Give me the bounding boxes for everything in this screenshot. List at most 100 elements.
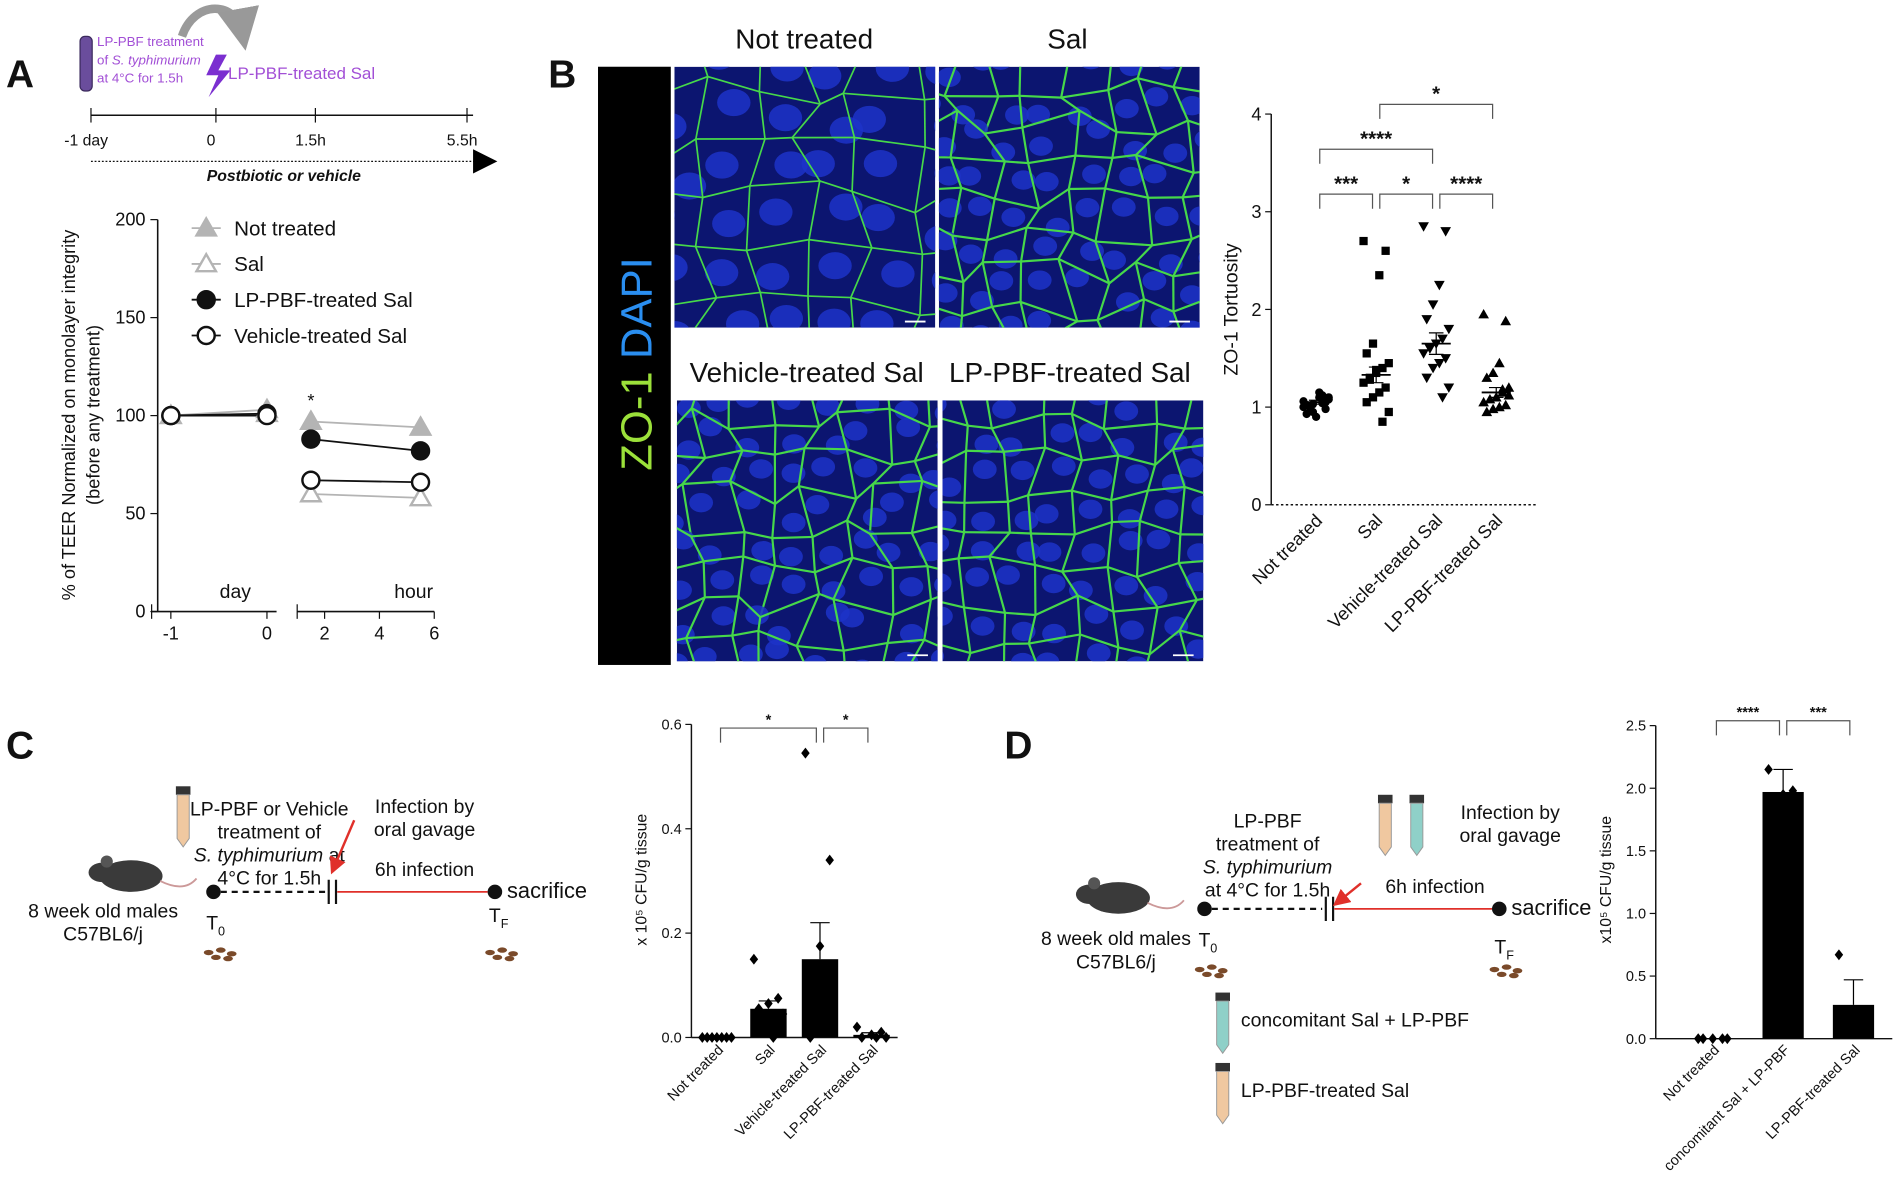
duration-label: 6h infection (375, 859, 474, 881)
junction (814, 556, 853, 574)
y-tick-label: 150 (115, 308, 145, 328)
point (1440, 354, 1452, 364)
dropping (211, 954, 221, 961)
start-time-main: T (206, 912, 218, 934)
junction (791, 137, 821, 182)
nucleus (1034, 504, 1059, 524)
significance: *** (1810, 705, 1827, 721)
point (1384, 407, 1393, 417)
significance: * (843, 712, 849, 728)
junction (690, 535, 705, 562)
junction (742, 532, 746, 557)
nucleus (829, 193, 863, 221)
junction (703, 66, 709, 77)
junction (842, 650, 846, 662)
mouse-head (88, 862, 116, 883)
junction (924, 97, 936, 101)
junction (685, 637, 696, 662)
junction (690, 407, 707, 459)
junction (1118, 454, 1156, 466)
y-tick-label: 0 (1251, 495, 1261, 515)
legend-label: Not treated (234, 217, 336, 240)
point (1315, 388, 1324, 397)
tube-cap (1215, 1062, 1230, 1072)
junction (1061, 571, 1079, 597)
junction (676, 407, 693, 426)
junction (985, 400, 993, 429)
junction (963, 606, 1006, 614)
significance: **** (1450, 173, 1482, 196)
dropping (1194, 966, 1205, 973)
junction (1075, 154, 1113, 159)
junction (923, 638, 938, 647)
nucleus (942, 651, 945, 662)
junction (1147, 485, 1185, 492)
nucleus (1119, 66, 1144, 77)
junction (1060, 96, 1081, 112)
junction (745, 185, 751, 251)
vial (79, 35, 93, 92)
junction (1135, 153, 1195, 174)
junction (981, 240, 989, 263)
junction (1019, 227, 1028, 262)
nucleus (1146, 529, 1171, 550)
y-tick-label: 50 (125, 504, 145, 524)
junction (674, 193, 703, 199)
point (1359, 236, 1368, 246)
nucleus (974, 434, 999, 455)
junction (731, 596, 740, 636)
point (1437, 393, 1448, 403)
junction (842, 93, 856, 138)
junction (1139, 519, 1181, 536)
nucleus (674, 211, 676, 219)
nucleus (972, 325, 989, 328)
point (881, 1032, 891, 1043)
mouse-tail (1147, 899, 1185, 910)
marker (301, 470, 321, 490)
junction (986, 226, 1027, 242)
junction (845, 520, 854, 558)
junction (1111, 519, 1140, 524)
nucleus (781, 512, 806, 533)
nucleus (1125, 464, 1149, 484)
mouse-ear (1088, 877, 1101, 890)
dropping (1496, 971, 1507, 978)
junction (695, 76, 709, 140)
junction (1157, 598, 1198, 609)
treatment-note-run: S. typhimurium (112, 52, 201, 67)
junction (1134, 261, 1146, 300)
junction (1071, 412, 1105, 431)
junction (1078, 109, 1118, 134)
junction (702, 185, 751, 199)
junction (732, 629, 759, 637)
nucleus (942, 573, 952, 593)
point (1384, 359, 1393, 368)
bracket (1319, 193, 1374, 209)
nucleus (970, 616, 995, 636)
junction (1070, 490, 1076, 535)
tube (1216, 1000, 1230, 1055)
dropping (1217, 968, 1228, 974)
junction (1184, 426, 1204, 430)
junction (691, 407, 730, 430)
junction (704, 595, 739, 599)
nucleus (1154, 206, 1179, 227)
junction (832, 557, 854, 600)
junction (942, 644, 971, 655)
start-time-main: T (1198, 929, 1210, 951)
nucleus (938, 98, 941, 110)
nucleus (805, 495, 830, 515)
junction (758, 91, 766, 139)
junction (1173, 300, 1200, 313)
y-tick-label: 3 (1251, 202, 1261, 222)
mouse-body (1086, 882, 1150, 914)
point (1359, 378, 1368, 387)
point (1500, 315, 1512, 326)
junction (926, 566, 933, 600)
nucleus (942, 477, 962, 497)
legend-marker (196, 325, 216, 346)
point (769, 1032, 778, 1043)
junction (914, 212, 924, 255)
point (698, 1032, 707, 1043)
